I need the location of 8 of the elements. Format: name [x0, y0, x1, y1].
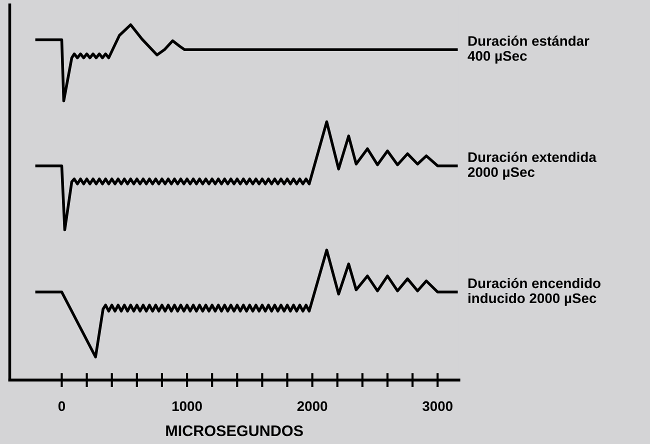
x-tick-label: 1000	[172, 401, 202, 412]
x-tick-label: 2000	[297, 401, 328, 412]
series-label: Duración extendida 2000 µSec	[468, 152, 596, 180]
x-tick-label: 0	[58, 401, 66, 412]
x-tick-label: 3000	[422, 401, 452, 412]
series-label: Duración encendido inducido 2000 µSec	[468, 278, 600, 306]
series-label: Duración estándar 400 µSec	[468, 36, 590, 64]
x-axis-title: MICROSEGUNDOS	[166, 425, 303, 436]
